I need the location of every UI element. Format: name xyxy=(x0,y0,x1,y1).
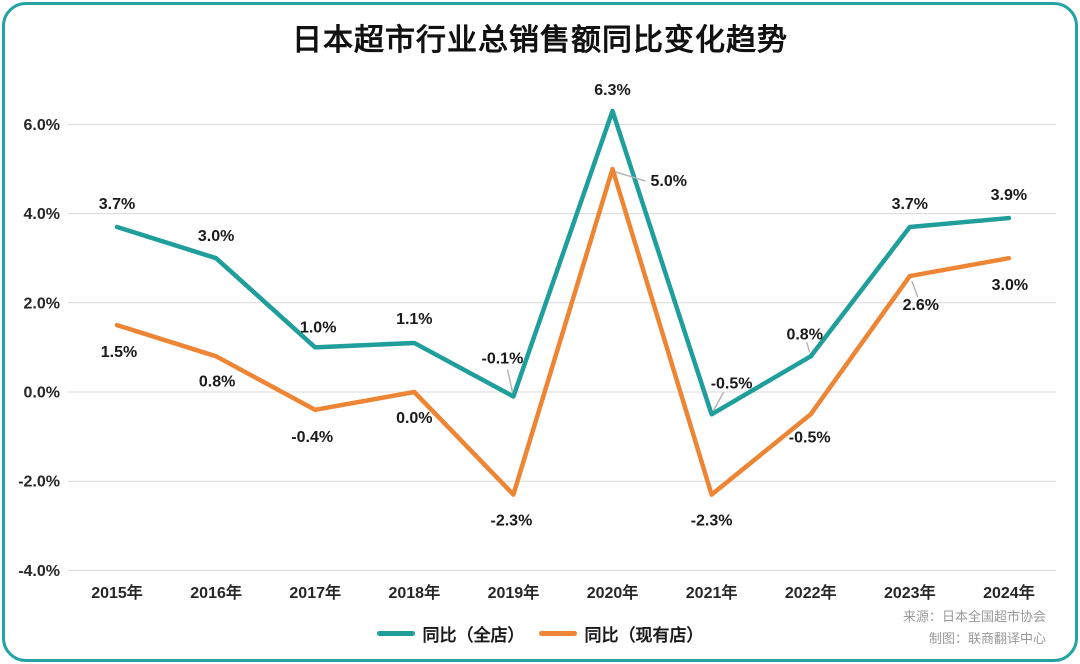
data-label: -2.3% xyxy=(691,513,733,530)
y-tick-label: -4.0% xyxy=(18,563,60,580)
x-tick-label: 2015年 xyxy=(91,583,143,602)
label-leader-line xyxy=(615,171,646,182)
x-tick-label: 2022年 xyxy=(785,583,837,602)
x-tick-label: 2017年 xyxy=(289,583,341,602)
legend-label: 同比（现有店） xyxy=(584,626,704,645)
data-label: 0.8% xyxy=(786,326,822,343)
data-label: 6.3% xyxy=(594,82,630,99)
x-tick-label: 2016年 xyxy=(190,583,242,602)
x-tick-label: 2020年 xyxy=(587,583,639,602)
data-label: -0.5% xyxy=(789,429,831,446)
data-label: 1.5% xyxy=(101,344,137,361)
data-label: 3.0% xyxy=(198,228,234,245)
source-credit: 来源：日本全国超市协会 制图：联商翻译中心 xyxy=(903,606,1046,649)
legend-line-swatch-orange xyxy=(538,631,577,636)
y-tick-label: -2.0% xyxy=(18,474,60,491)
data-label: 3.7% xyxy=(892,196,928,213)
data-label: -0.4% xyxy=(291,429,333,446)
x-tick-label: 2018年 xyxy=(388,583,440,602)
data-label: 3.9% xyxy=(991,187,1027,204)
label-leader-line xyxy=(911,280,919,298)
label-leader-line xyxy=(805,342,811,353)
legend-line-swatch-teal xyxy=(376,631,415,636)
data-label: 3.7% xyxy=(99,196,135,213)
source-line: 来源：日本全国超市协会 xyxy=(902,609,1046,625)
data-label: -0.1% xyxy=(482,350,524,367)
data-label: 0.8% xyxy=(199,373,235,390)
y-tick-label: 0.0% xyxy=(24,385,60,402)
series-line-teal xyxy=(114,108,1012,417)
chart-legend: 同比（全店） 同比（现有店） xyxy=(0,621,1080,646)
label-leader-line xyxy=(712,391,725,411)
legend-label: 同比（全店） xyxy=(422,626,525,645)
data-label: 0.0% xyxy=(396,410,432,427)
data-label: -0.5% xyxy=(711,375,753,392)
label-leader-line xyxy=(506,369,514,392)
x-tick-label: 2024年 xyxy=(983,583,1035,602)
data-label: 1.0% xyxy=(300,319,336,336)
y-tick-label: 2.0% xyxy=(24,295,60,312)
chart-title: 日本超市行业总销售额同比变化趋势 xyxy=(292,24,788,57)
data-label: 3.0% xyxy=(992,277,1028,294)
x-tick-label: 2019年 xyxy=(488,583,540,602)
legend-item-existing-stores: 同比（现有店） xyxy=(538,621,704,646)
y-tick-label: 6.0% xyxy=(24,117,60,134)
x-tick-label: 2023年 xyxy=(884,583,936,602)
y-tick-label: 4.0% xyxy=(24,206,60,223)
series-line-orange xyxy=(114,166,1012,497)
data-label: 5.0% xyxy=(651,173,687,190)
x-tick-label: 2021年 xyxy=(686,583,738,602)
data-label: -2.3% xyxy=(491,513,533,530)
data-label: 2.6% xyxy=(903,297,939,314)
data-label: 1.1% xyxy=(396,311,432,328)
legend-item-all-stores: 同比（全店） xyxy=(376,621,525,646)
credit-line: 制图：联商翻译中心 xyxy=(928,630,1046,646)
